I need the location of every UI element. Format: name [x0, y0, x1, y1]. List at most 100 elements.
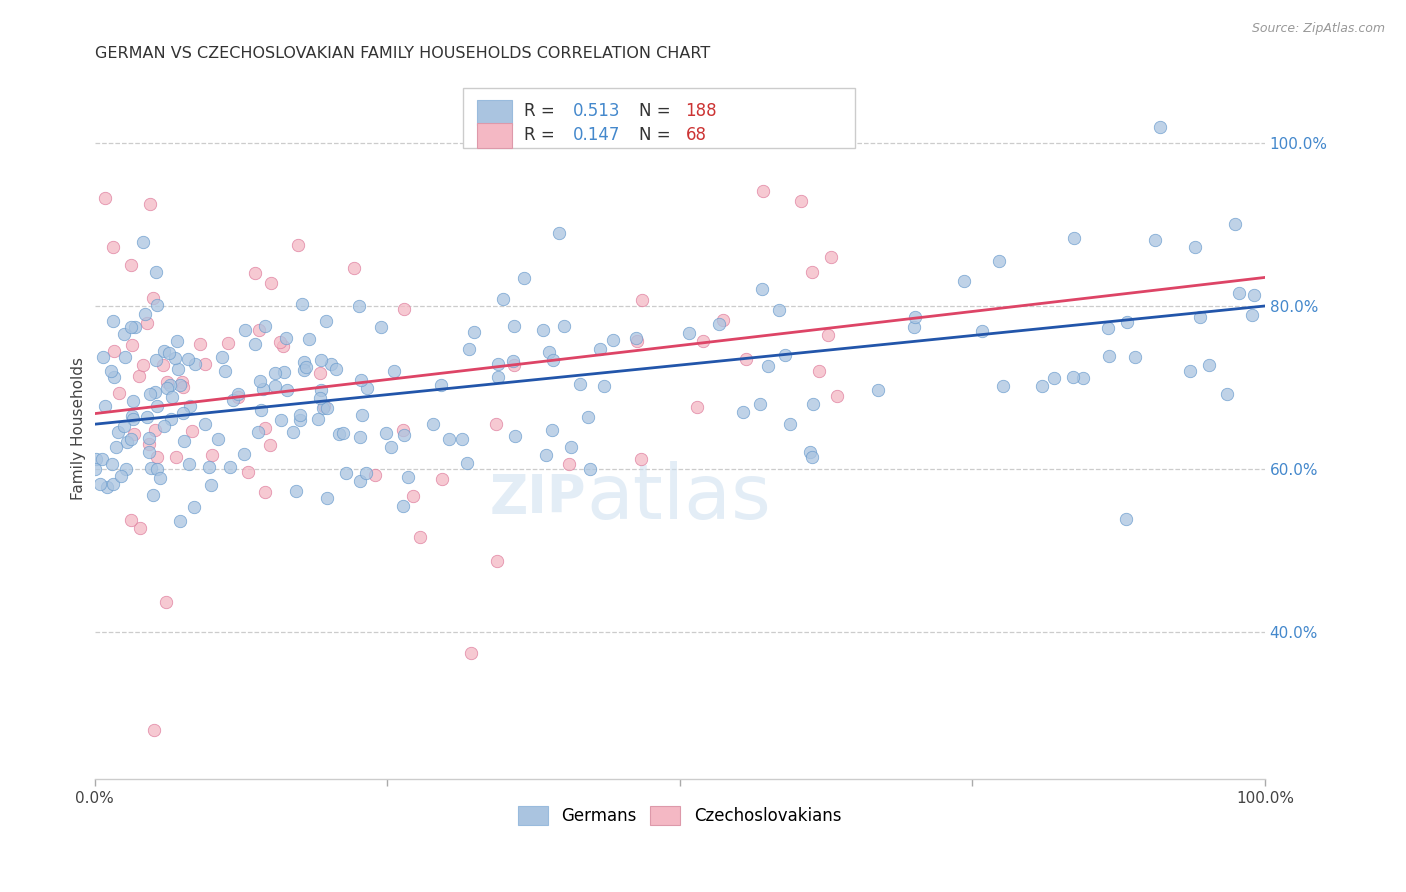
Point: [263, 366, 285, 380]
Point: [541, 423, 564, 437]
Point: [226, 387, 249, 401]
Text: 68: 68: [686, 126, 707, 145]
Point: [269, 335, 291, 350]
Point: [243, 337, 266, 351]
Point: [800, 450, 823, 464]
Point: [276, 384, 298, 398]
Point: [155, 595, 177, 609]
Point: [779, 417, 801, 432]
Point: [309, 367, 332, 381]
Point: [768, 303, 790, 318]
Point: [292, 355, 315, 369]
Point: [115, 435, 138, 450]
Point: [177, 457, 200, 471]
Point: [89, 476, 111, 491]
Point: [160, 412, 183, 426]
Point: [1062, 370, 1084, 384]
Point: [146, 450, 169, 464]
Point: [121, 393, 143, 408]
Point: [232, 447, 254, 461]
Point: [630, 452, 652, 467]
Point: [157, 345, 180, 359]
Point: [343, 261, 366, 276]
Point: [145, 461, 167, 475]
Point: [138, 444, 160, 458]
Point: [988, 254, 1011, 268]
Point: [135, 316, 157, 330]
Point: [328, 426, 350, 441]
Point: [314, 399, 336, 413]
Point: [172, 380, 194, 394]
Point: [288, 408, 311, 422]
Point: [222, 393, 245, 408]
Point: [439, 432, 461, 446]
Point: [142, 488, 165, 502]
Point: [392, 423, 415, 437]
Point: [121, 409, 143, 423]
Point: [589, 342, 612, 356]
Point: [145, 265, 167, 279]
Point: [143, 723, 166, 737]
Point: [686, 400, 709, 414]
Point: [678, 326, 700, 340]
Point: [866, 384, 889, 398]
Point: [790, 194, 813, 208]
Point: [194, 357, 217, 371]
Point: [991, 378, 1014, 392]
Point: [451, 432, 474, 446]
Point: [311, 384, 333, 398]
Point: [152, 343, 174, 358]
Point: [817, 327, 839, 342]
Point: [143, 384, 166, 399]
Point: [207, 432, 229, 446]
Point: [136, 410, 159, 425]
Point: [560, 440, 582, 454]
Point: [312, 401, 335, 415]
Point: [370, 320, 392, 334]
Text: 0.147: 0.147: [574, 126, 620, 145]
Point: [166, 334, 188, 348]
Point: [285, 483, 308, 498]
Point: [200, 478, 222, 492]
Point: [1198, 358, 1220, 372]
Point: [799, 445, 821, 459]
Point: [751, 282, 773, 296]
Point: [94, 191, 117, 205]
Point: [160, 390, 183, 404]
Point: [430, 378, 453, 392]
Point: [1123, 350, 1146, 364]
Point: [149, 470, 172, 484]
Point: [167, 361, 190, 376]
Point: [486, 369, 509, 384]
Point: [970, 324, 993, 338]
Point: [274, 331, 297, 345]
Point: [108, 386, 131, 401]
Point: [145, 353, 167, 368]
Point: [139, 197, 162, 211]
Point: [290, 413, 312, 427]
Point: [709, 317, 731, 331]
Point: [131, 358, 153, 372]
Text: GERMAN VS CZECHOSLOVAKIAN FAMILY HOUSEHOLDS CORRELATION CHART: GERMAN VS CZECHOSLOVAKIAN FAMILY HOUSEHO…: [94, 46, 710, 62]
Point: [96, 480, 118, 494]
Point: [547, 226, 569, 240]
Point: [534, 448, 557, 462]
Y-axis label: Family Households: Family Households: [72, 357, 86, 500]
Point: [485, 554, 508, 568]
Point: [170, 375, 193, 389]
Point: [176, 351, 198, 366]
Point: [120, 320, 142, 334]
Point: [602, 333, 624, 347]
FancyBboxPatch shape: [463, 88, 855, 148]
Point: [1189, 310, 1212, 324]
Point: [254, 319, 277, 334]
Point: [165, 450, 187, 465]
Point: [228, 390, 250, 404]
Point: [138, 437, 160, 451]
Point: [107, 425, 129, 439]
Point: [198, 460, 221, 475]
Point: [264, 378, 287, 392]
Point: [110, 469, 132, 483]
Point: [315, 401, 337, 415]
Point: [283, 425, 305, 439]
